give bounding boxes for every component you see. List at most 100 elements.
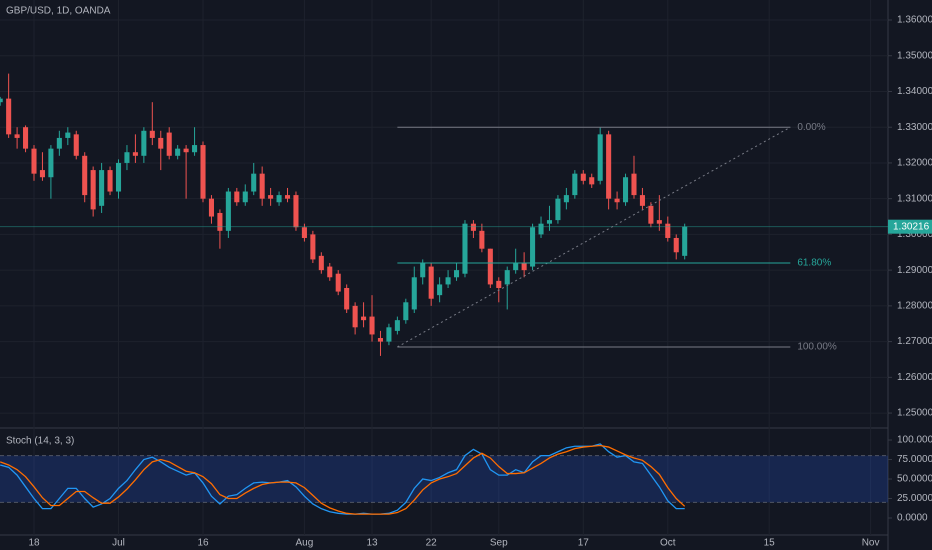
candle-body xyxy=(31,148,37,174)
x-tick-label: 22 xyxy=(426,538,438,549)
x-tick-label: 17 xyxy=(578,538,590,549)
candle-body xyxy=(335,273,341,292)
y-tick-label: 100.0000 xyxy=(897,435,932,446)
x-tick-label: 15 xyxy=(764,538,776,549)
candle-body xyxy=(284,195,291,199)
fib-level-label: 0.00% xyxy=(797,122,825,133)
candle-body xyxy=(639,195,645,206)
candle-body xyxy=(648,205,654,224)
y-tick-label: 1.36000 xyxy=(897,15,932,26)
candle-body xyxy=(623,177,629,203)
candle-body xyxy=(369,316,375,335)
candle-body xyxy=(48,148,54,178)
candle-body xyxy=(521,262,527,271)
candle-body xyxy=(0,98,3,103)
candle-body xyxy=(361,316,367,321)
candle-body xyxy=(352,305,358,328)
candle-body xyxy=(377,338,384,342)
x-tick-label: Sep xyxy=(490,538,508,549)
candle-body xyxy=(411,277,417,310)
candle-body xyxy=(82,155,88,196)
candle-body xyxy=(23,127,29,149)
x-tick-label: Jul xyxy=(112,538,125,549)
last-price-box xyxy=(888,219,932,234)
candle-body xyxy=(513,262,519,271)
y-tick-label: 1.32000 xyxy=(897,158,932,169)
candle-body xyxy=(301,227,307,238)
candle-body xyxy=(14,134,20,138)
y-tick-label: 1.28000 xyxy=(897,301,932,312)
candle-body xyxy=(90,170,96,210)
y-tick-label: 1.27000 xyxy=(897,336,932,347)
candle-body xyxy=(192,145,198,153)
candle-body xyxy=(115,162,122,192)
candle-body xyxy=(73,134,79,156)
candle-body xyxy=(631,173,637,196)
candle-body xyxy=(538,223,544,235)
candle-body xyxy=(453,270,460,278)
candle-body xyxy=(470,223,476,231)
indicator-title: Stoch (14, 3, 3) xyxy=(6,436,74,447)
y-tick-label: 1.30000 xyxy=(897,229,932,240)
candle-body xyxy=(107,170,113,192)
candle-body xyxy=(268,195,274,199)
candle-body xyxy=(225,191,231,231)
y-tick-label: 1.26000 xyxy=(897,372,932,383)
candle-body xyxy=(39,170,45,178)
candle-body xyxy=(56,137,62,149)
candle-body xyxy=(555,198,561,221)
last-price-label: 1.30216 xyxy=(893,221,930,232)
stoch-band xyxy=(0,455,888,503)
y-tick-label: 1.25000 xyxy=(897,408,932,419)
y-tick-label: 1.34000 xyxy=(897,86,932,97)
fib-level-label: 100.00% xyxy=(797,342,837,353)
candle-body xyxy=(437,284,443,296)
y-tick-label: 75.0000 xyxy=(897,454,932,465)
candle-body xyxy=(318,255,324,271)
candle-body xyxy=(682,226,688,256)
candle-body xyxy=(149,130,155,138)
candle-body xyxy=(572,173,578,196)
candle-body xyxy=(563,195,569,203)
candle-body xyxy=(158,137,164,149)
y-tick-label: 1.31000 xyxy=(897,193,932,204)
candle-body xyxy=(394,320,400,331)
candle-body xyxy=(673,237,679,253)
candle-body xyxy=(234,191,240,203)
fib-level-label: 61.80% xyxy=(797,258,831,269)
candle-body xyxy=(327,266,333,278)
candle-body xyxy=(132,152,138,156)
candle-body xyxy=(166,132,172,156)
candle-body xyxy=(65,132,71,138)
stoch-line xyxy=(0,443,685,515)
x-tick-label: 16 xyxy=(197,538,209,549)
candle-body xyxy=(200,145,206,199)
candle-body xyxy=(251,173,257,192)
candle-body xyxy=(656,220,662,224)
candle-body xyxy=(242,191,248,203)
x-tick-label: Nov xyxy=(862,538,880,549)
y-tick-label: 1.33000 xyxy=(897,122,932,133)
candle-body xyxy=(445,277,451,285)
candle-body xyxy=(99,170,105,206)
x-tick-label: 18 xyxy=(28,538,40,549)
candle-body xyxy=(293,195,299,228)
candle-body xyxy=(6,98,12,135)
candle-body xyxy=(504,270,510,285)
candle-body xyxy=(580,173,586,181)
candle-body xyxy=(124,152,130,163)
candle-body xyxy=(487,248,493,285)
y-tick-label: 1.29000 xyxy=(897,265,932,276)
candle-body xyxy=(259,173,265,199)
candle-body xyxy=(530,227,536,267)
candle-body xyxy=(428,266,434,299)
x-tick-label: Oct xyxy=(660,538,676,549)
candle-body xyxy=(496,280,502,289)
candle-body xyxy=(403,302,409,321)
candle-body xyxy=(344,288,350,310)
y-tick-label: 0.0000 xyxy=(897,513,928,524)
candle-body xyxy=(141,130,147,156)
y-tick-label: 1.35000 xyxy=(897,50,932,61)
candle-body xyxy=(614,198,620,203)
